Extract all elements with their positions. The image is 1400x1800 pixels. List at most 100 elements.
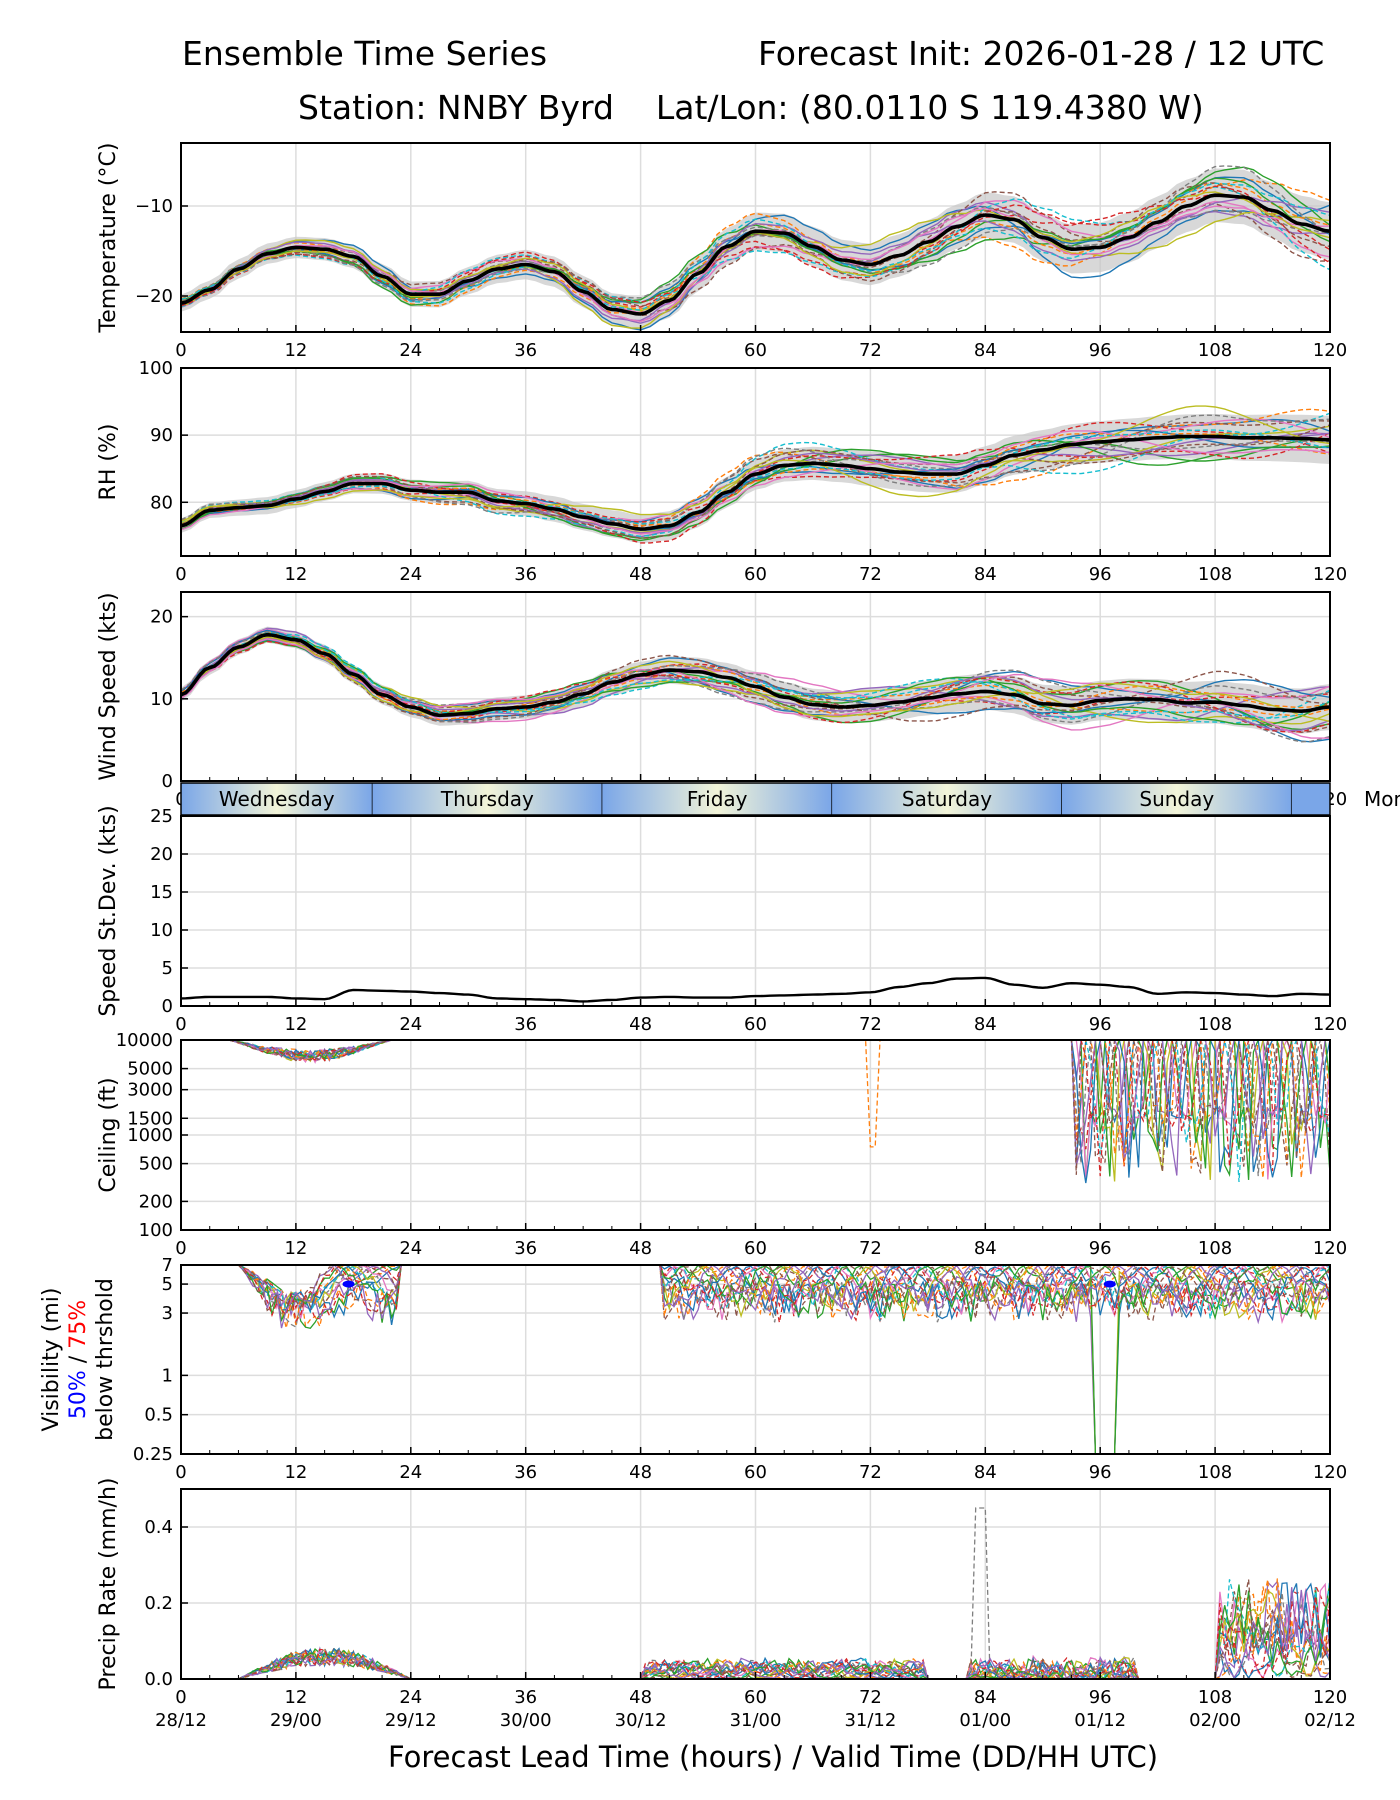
day-segment: [1291, 783, 1330, 815]
x-tick-label: 48: [629, 340, 652, 361]
y-tick-label: 200: [139, 1191, 173, 1212]
y-axis-label: Wind Speed (kts): [96, 592, 121, 780]
y-axis-label: RH (%): [96, 424, 121, 501]
y-tick-label: 5000: [127, 1059, 173, 1080]
member-line: [181, 419, 1330, 527]
member-line: [181, 1265, 1330, 1454]
x-tick-label: 36: [514, 1238, 537, 1259]
day-label: Sunday: [1139, 787, 1214, 811]
ensemble-mean-line: [181, 193, 1330, 316]
x-tick-label: 108: [1198, 1462, 1232, 1483]
y-tick-label: 0: [162, 771, 173, 792]
x-tick-label: 120: [1313, 564, 1347, 585]
panel-4: 0 12 24 36 48 60 72 84 96 108 120 0 5 10 15 20 25 Speed S…: [96, 805, 1347, 1035]
x-tick-label: 120: [1313, 1238, 1347, 1259]
day-label: Mon: [1364, 787, 1400, 811]
y-tick-label: 1: [162, 1365, 173, 1386]
y-tick-label: 3: [162, 1303, 173, 1324]
y-axis-label: Visibility (mi): [39, 1288, 64, 1432]
x-tick-label: 108: [1198, 340, 1232, 361]
x-tick-label: 0: [175, 564, 186, 585]
pct-separator: /: [66, 1349, 91, 1370]
x-tick-label: 12: [284, 340, 307, 361]
member-line: [181, 1265, 1330, 1323]
x-tick-label: 120: [1313, 1687, 1347, 1708]
valid-time-label: 01/12: [1074, 1710, 1126, 1731]
y-tick-label: 90: [150, 425, 173, 446]
forecast-init: Forecast Init: 2026-01-28 / 12 UTC: [758, 34, 1325, 73]
member-line: [181, 414, 1330, 525]
plot-area: [181, 405, 1330, 544]
pct50-label: 50%: [66, 1370, 91, 1419]
x-tick-label: 48: [629, 1238, 652, 1259]
x-tick-label: 48: [629, 1462, 652, 1483]
plot-area: [181, 626, 1330, 743]
x-tick-label: 12: [284, 1014, 307, 1035]
member-line: [181, 1265, 1330, 1329]
station-name: Station: NNBY Byrd: [298, 88, 614, 127]
plot-area: [181, 165, 1330, 331]
x-tick-label: 36: [514, 340, 537, 361]
y-tick-label: 1500: [127, 1108, 173, 1129]
y-tick-label: 100: [139, 1220, 173, 1241]
member-line: [181, 632, 1330, 719]
panel-1: 0 12 24 36 48 60 72 84 96 108 120 −10 −20 Temperature…: [96, 142, 1347, 361]
x-tick-label: 96: [1089, 340, 1112, 361]
x-tick-label: 24: [399, 1014, 422, 1035]
x-tick-label: 72: [859, 1462, 882, 1483]
x-tick-label: 24: [399, 340, 422, 361]
member-line: [181, 439, 1330, 539]
x-tick-label: 120: [1313, 1462, 1347, 1483]
pct75-label: 75%: [66, 1300, 91, 1349]
plot-area: [181, 976, 1330, 1003]
x-tick-label: 84: [974, 1014, 997, 1035]
x-tick-label: 96: [1089, 1238, 1112, 1259]
y-tick-label: 10000: [116, 1030, 173, 1051]
member-line: [181, 1265, 1330, 1454]
y-tick-label: 25: [150, 806, 173, 827]
y-axis-label: Temperature (°C): [96, 143, 121, 334]
member-line: [181, 638, 1330, 739]
x-tick-label: 108: [1198, 1687, 1232, 1708]
x-tick-label: 12: [284, 1462, 307, 1483]
day-bar-frame: [180, 782, 1331, 816]
x-tick-label: 96: [1089, 564, 1112, 585]
member-line: [181, 1591, 1330, 1679]
x-tick-label: 84: [974, 1687, 997, 1708]
day-segment: [181, 783, 373, 815]
x-tick-label: 0: [175, 1014, 186, 1035]
ensemble-mean-line: [181, 976, 1330, 1003]
valid-time-label: 02/00: [1189, 1710, 1241, 1731]
station-line: Station: NNBY Byrd Lat/Lon: (80.0110 S 1…: [298, 88, 1204, 127]
x-tick-label: 96: [1089, 1462, 1112, 1483]
spread-band: [181, 168, 1330, 331]
member-line: [181, 1040, 1330, 1183]
x-tick-label: 24: [399, 1687, 422, 1708]
member-line: [181, 631, 1330, 723]
y-tick-label: 1000: [127, 1125, 173, 1146]
x-tick-label: 108: [1198, 564, 1232, 585]
x-tick-label: 0: [175, 340, 186, 361]
valid-time-label: 30/12: [615, 1710, 667, 1731]
member-line: [181, 1584, 1330, 1679]
x-tick-label: 24: [399, 1238, 422, 1259]
y-tick-label: 100: [139, 358, 173, 379]
day-label: Wednesday: [219, 787, 335, 811]
x-tick-label: 60: [744, 564, 767, 585]
valid-time-label: 28/12: [155, 1710, 207, 1731]
chart-title: Ensemble Time Series: [182, 34, 548, 73]
valid-time-label: 29/12: [385, 1710, 437, 1731]
member-line: [181, 185, 1330, 307]
panel-5: 0 12 24 36 48 60 72 84 96 108 120 100 200 500 10001500…: [96, 1030, 1347, 1259]
x-tick-label: 96: [1089, 1687, 1112, 1708]
day-segment: [832, 783, 1062, 815]
x-tick-label: 72: [859, 564, 882, 585]
x-tick-label: 60: [744, 1238, 767, 1259]
y-tick-label: 0.4: [144, 1517, 173, 1538]
member-line: [181, 165, 1330, 303]
y-tick-label: 5: [162, 958, 173, 979]
y-tick-label: 10: [150, 920, 173, 941]
x-tick-label: 36: [514, 1462, 537, 1483]
x-tick-label: 24: [399, 564, 422, 585]
valid-time-label: 30/00: [500, 1710, 552, 1731]
